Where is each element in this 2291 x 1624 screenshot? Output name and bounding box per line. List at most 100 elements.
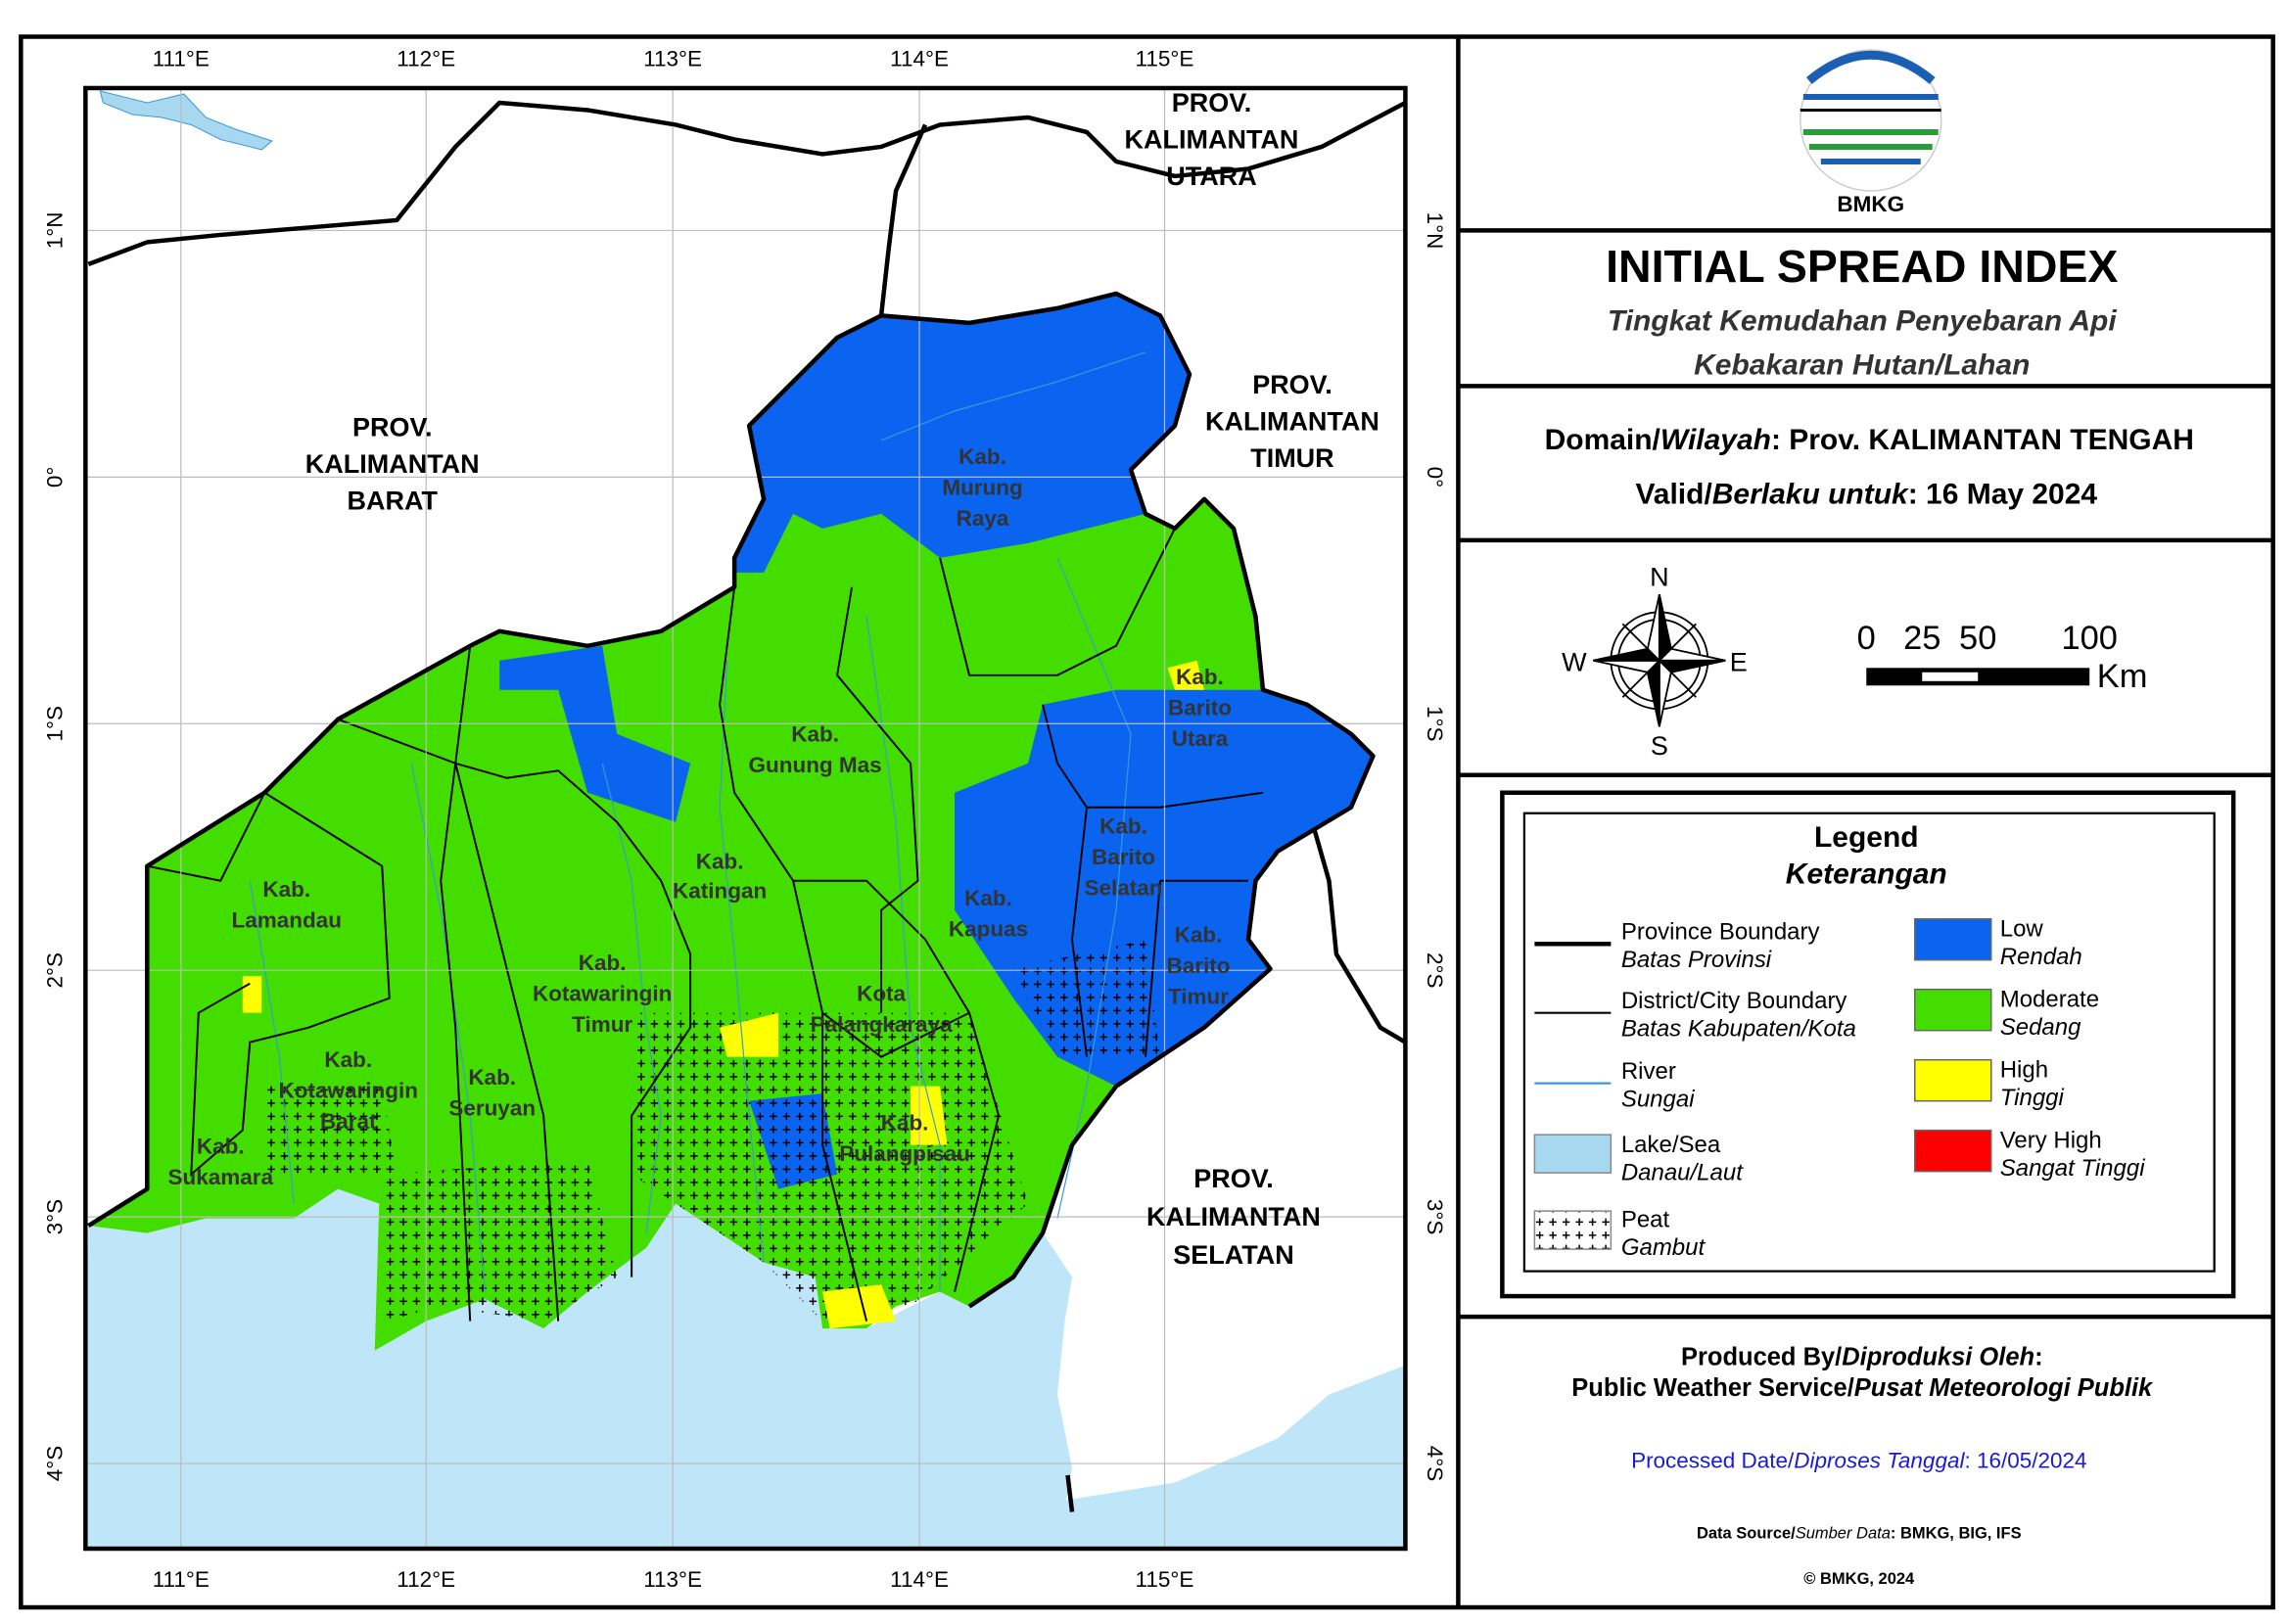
lon-label: 111°E [153,1567,210,1592]
high-area [242,976,262,1013]
place-label: Barito [1092,845,1155,869]
place-label: Kab. [958,444,1006,469]
processed-en: Processed Date/ [1631,1449,1795,1473]
processed-date: Processed Date/Diproses Tanggal: 16/05/2… [1631,1449,2086,1473]
lat-label: 1°S [1423,706,1447,742]
lat-label: 2°S [42,952,67,989]
place-label: Kab. [791,721,839,746]
source-en: Data Source/ [1697,1525,1796,1543]
legend-sublabel: Batas Provinsi [1621,947,1772,973]
legend: Legend Keterangan Province Boundary Bata… [1500,790,2236,1299]
place-label: Kotawaringin [533,982,672,1006]
scale-bar [1866,668,2090,686]
place-labels: PROV. KALIMANTAN UTARA PROV. KALIMANTAN BARAT… [168,88,1379,1270]
lon-label: 113°E [643,1567,702,1592]
legend-sublabel: Sedang [2000,1014,2081,1041]
domain: Domain/Wilayah: Prov. KALIMANTAN TENGAH [1545,424,2194,456]
valid-en: Valid/ [1635,478,1712,510]
place-label: Lamandau [232,908,342,933]
producer-id: Pusat Meteorologi Publik [1854,1374,2154,1402]
lat-label: 3°S [42,1199,67,1235]
legend-title: Legend [1814,821,1919,854]
legend-sublabel: Sungai [1621,1087,1695,1113]
rivers [249,351,1146,1292]
scale-label: 100 [2061,620,2118,657]
compass-e: E [1730,647,1748,676]
lon-label: 114°E [890,46,949,70]
lon-label: 112°E [397,1567,455,1592]
place-label: Palangkaraya [811,1012,953,1037]
place-label: UTARA [1166,162,1256,191]
place-label: Barito [1168,695,1232,719]
high-area [1167,660,1204,690]
place-label: Kab. [696,850,744,874]
place-label: Kab. [324,1047,372,1072]
domain-en: Domain/ [1545,424,1661,456]
place-label: Kab. [1099,814,1147,839]
source-value: : BMKG, BIG, IFS [1891,1525,2022,1543]
legend-label: Low [2000,916,2044,943]
high-area [720,1012,779,1057]
graticule [85,87,1406,1550]
place-label: Seruyan [448,1096,536,1121]
map-frame [83,85,1408,1552]
place-label: Sukamara [168,1165,274,1189]
place-label: Selatan [1085,876,1163,901]
place-label: BARAT [348,486,439,515]
scale-label: 0 [1857,620,1876,657]
place-label: Kota [857,982,906,1006]
produced-value: : [2034,1344,2043,1371]
place-label: Timur [572,1012,632,1037]
place-label: Kab. [262,877,310,902]
place-label: Barat [320,1109,377,1134]
place-label: PROV. [1172,88,1252,117]
place-label: Gunung Mas [749,753,882,777]
lon-label: 113°E [643,46,702,70]
lat-label: 4°S [42,1446,67,1482]
subtitle: Kebakaran Hutan/Lahan [1694,348,2030,381]
place-label: Kotawaringin [279,1079,418,1103]
valid-value: : 16 May 2024 [1908,478,2098,510]
logo: BMKG [1800,49,1942,216]
place-label: Utara [1172,726,1229,751]
legend-label: Province Boundary [1621,919,1820,946]
lon-label: 112°E [397,46,455,70]
domain-id: Wilayah [1660,424,1771,456]
legend-label: Moderate [2000,987,2099,1013]
legend-subtitle: Keterangan [1786,858,1947,891]
legend-sublabel: Sangat Tinggi [2000,1155,2145,1182]
lon-label: 115°E [1136,1567,1194,1592]
legend-sublabel: Tinggi [2000,1085,2065,1111]
legend-swatch [1914,917,1992,961]
low-area [499,645,691,822]
low-area [734,293,1190,573]
produced-en: Produced By/ [1681,1344,1842,1371]
place-label: Kab. [964,886,1012,910]
legend-label: River [1621,1058,1676,1085]
legend-sublabel: Rendah [2000,944,2082,970]
province-boundaries [87,100,1406,1512]
legend-label: Peat [1621,1207,1670,1233]
lat-label: 1°S [42,706,67,742]
scale-unit: Km [2097,658,2148,695]
title: INITIAL SPREAD INDEX [1606,241,2118,292]
copyright: © BMKG, 2024 [1803,1570,1915,1588]
legend-label: High [2000,1057,2048,1084]
place-label: Katingan [673,879,767,904]
place-label: Kab. [468,1065,516,1090]
place-label: TIMUR [1250,443,1333,473]
province-moderate [88,293,1374,1351]
place-label: Kapuas [949,917,1028,942]
peat-area [264,1086,397,1175]
district-boundaries [147,528,1264,1322]
peat-area [1013,939,1160,1057]
place-label: PROV. [1193,1164,1273,1193]
place-label: Murung [942,475,1022,499]
place-label: KALIMANTAN [1205,406,1379,436]
place-label: KALIMANTAN [1125,124,1299,154]
sea [85,1188,1406,1550]
lon-label: 115°E [1136,46,1194,70]
legend-swatch [1914,1058,1992,1102]
